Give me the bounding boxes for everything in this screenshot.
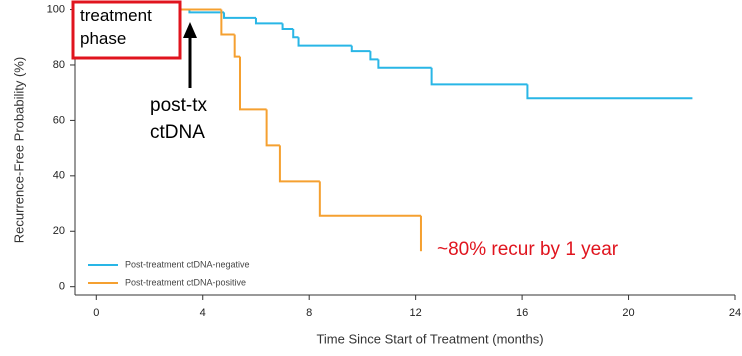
x-axis-label: Time Since Start of Treatment (months) bbox=[316, 331, 543, 346]
y-tick-label: 60 bbox=[53, 114, 65, 126]
legend: Post-treatment ctDNA-negative Post-treatm… bbox=[88, 259, 250, 287]
step-segment bbox=[526, 84, 693, 100]
step-segment bbox=[369, 51, 379, 61]
step-segment bbox=[233, 34, 240, 58]
x-tick-label: 20 bbox=[622, 307, 634, 319]
x-tick-label: 16 bbox=[516, 307, 528, 319]
step-segment bbox=[265, 109, 280, 147]
annotation: ~80% recur by 1 year bbox=[437, 239, 619, 260]
y-tick-label: 80 bbox=[53, 59, 65, 71]
step-segment bbox=[254, 17, 283, 25]
step-segment bbox=[278, 145, 320, 183]
y-tick-label: 100 bbox=[47, 3, 65, 15]
x-tick-label: 4 bbox=[200, 307, 206, 319]
x-tick-label: 8 bbox=[306, 307, 312, 319]
y-tick-label: 40 bbox=[53, 170, 65, 182]
step-segment bbox=[377, 59, 432, 69]
y-tick-label: 20 bbox=[53, 225, 65, 237]
step-segment bbox=[223, 12, 256, 19]
step-segment bbox=[220, 9, 235, 36]
y-tick-label: 0 bbox=[59, 281, 65, 293]
annotation-wrap: post-tx ctDNA bbox=[150, 95, 208, 143]
y-axis-label: Recurrence-Free Probability (%) bbox=[11, 57, 26, 243]
legend-label: Post-treatment ctDNA-negative bbox=[125, 259, 250, 269]
annotation-wrap: treatment phase bbox=[80, 6, 152, 48]
annotation: post-tx ctDNA bbox=[150, 95, 208, 143]
step-segment bbox=[297, 37, 352, 47]
step-segment bbox=[350, 45, 371, 53]
step-segment bbox=[430, 67, 528, 86]
step-segment bbox=[318, 181, 421, 217]
x-tick-label: 0 bbox=[93, 307, 99, 319]
x-tick-label: 12 bbox=[410, 307, 422, 319]
step-segment bbox=[239, 56, 267, 111]
x-tick-label: 24 bbox=[729, 307, 741, 319]
step-segment bbox=[281, 23, 294, 30]
annotation: treatment phase bbox=[80, 6, 152, 48]
annotation-box bbox=[71, 0, 182, 60]
step-segment bbox=[292, 28, 299, 39]
arrow-head bbox=[183, 22, 197, 38]
legend-label: Post-treatment ctDNA-positive bbox=[125, 277, 246, 287]
